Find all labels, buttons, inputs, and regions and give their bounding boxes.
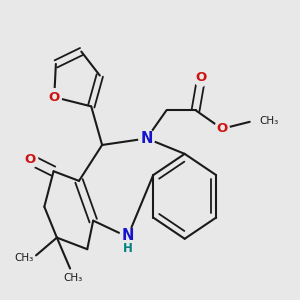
Circle shape: [47, 88, 62, 106]
Circle shape: [23, 151, 38, 168]
Circle shape: [194, 69, 208, 86]
Text: N: N: [140, 131, 153, 146]
Text: O: O: [196, 71, 207, 84]
Text: CH₃: CH₃: [14, 254, 33, 263]
Text: O: O: [49, 91, 60, 103]
Circle shape: [120, 228, 136, 246]
Text: CH₃: CH₃: [260, 116, 279, 126]
Text: CH₃: CH₃: [64, 273, 83, 283]
Text: H: H: [123, 242, 133, 255]
Circle shape: [215, 120, 229, 137]
Text: O: O: [216, 122, 228, 135]
Circle shape: [139, 129, 154, 148]
Text: N: N: [122, 228, 134, 243]
Text: O: O: [25, 153, 36, 166]
